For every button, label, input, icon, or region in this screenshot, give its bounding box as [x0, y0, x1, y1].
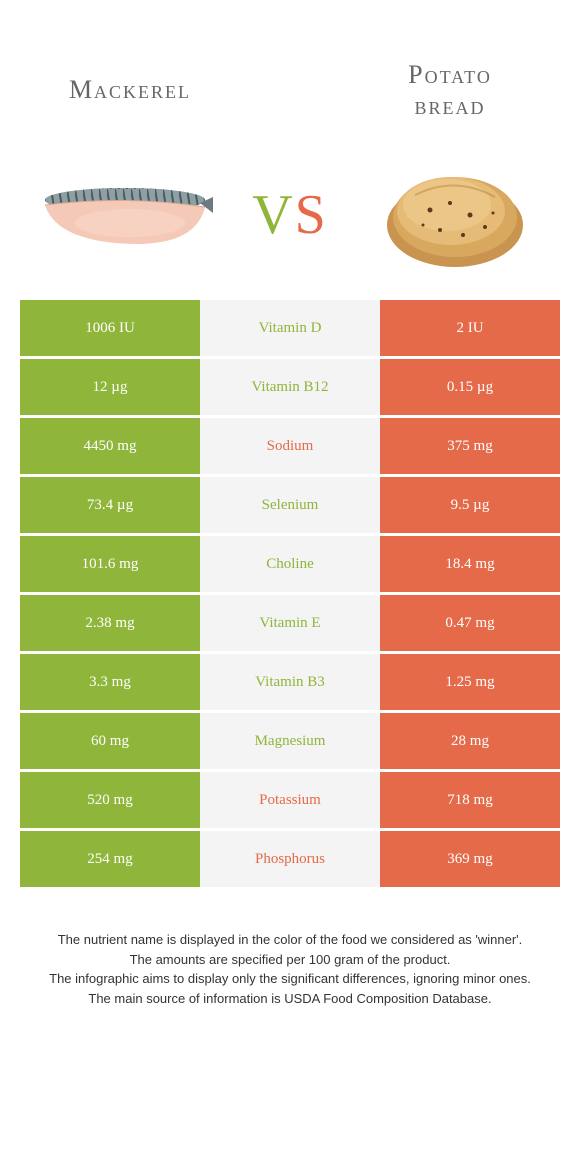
header: Mackerel Potato bread — [0, 0, 580, 140]
left-value: 1006 IU — [20, 300, 200, 356]
footer-line1: The nutrient name is displayed in the co… — [30, 930, 550, 950]
nutrient-name: Phosphorus — [200, 831, 380, 887]
footer-line4: The main source of information is USDA F… — [30, 989, 550, 1009]
left-value: 4450 mg — [20, 418, 200, 474]
left-value: 12 µg — [20, 359, 200, 415]
table-row: 4450 mgSodium375 mg — [20, 418, 560, 474]
fish-icon — [35, 165, 215, 265]
right-title-line1: Potato — [408, 60, 492, 89]
vs-v: V — [252, 184, 294, 246]
table-row: 73.4 µgSelenium9.5 µg — [20, 477, 560, 533]
table-row: 1006 IUVitamin D2 IU — [20, 300, 560, 356]
footer-notes: The nutrient name is displayed in the co… — [0, 890, 580, 1008]
right-title-line2: bread — [414, 91, 485, 120]
footer-line3: The infographic aims to display only the… — [30, 969, 550, 989]
table-row: 520 mgPotassium718 mg — [20, 772, 560, 828]
right-value: 2 IU — [380, 300, 560, 356]
table-row: 254 mgPhosphorus369 mg — [20, 831, 560, 887]
left-value: 520 mg — [20, 772, 200, 828]
mackerel-image — [30, 155, 220, 275]
left-value: 60 mg — [20, 713, 200, 769]
right-value: 18.4 mg — [380, 536, 560, 592]
comparison-table: 1006 IUVitamin D2 IU12 µgVitamin B120.15… — [0, 300, 580, 887]
table-row: 2.38 mgVitamin E0.47 mg — [20, 595, 560, 651]
vs-row: VS — [0, 140, 580, 300]
bread-image — [360, 155, 550, 275]
nutrient-name: Vitamin D — [200, 300, 380, 356]
left-food-title: Mackerel — [30, 75, 230, 105]
right-value: 9.5 µg — [380, 477, 560, 533]
right-value: 28 mg — [380, 713, 560, 769]
right-value: 718 mg — [380, 772, 560, 828]
nutrient-name: Choline — [200, 536, 380, 592]
right-value: 0.47 mg — [380, 595, 560, 651]
left-value: 2.38 mg — [20, 595, 200, 651]
vs-label: VS — [252, 183, 328, 247]
table-row: 101.6 mgCholine18.4 mg — [20, 536, 560, 592]
left-value: 101.6 mg — [20, 536, 200, 592]
vs-s: S — [295, 184, 328, 246]
footer-line2: The amounts are specified per 100 gram o… — [30, 950, 550, 970]
nutrient-name: Vitamin E — [200, 595, 380, 651]
right-value: 1.25 mg — [380, 654, 560, 710]
nutrient-name: Selenium — [200, 477, 380, 533]
right-value: 0.15 µg — [380, 359, 560, 415]
left-value: 3.3 mg — [20, 654, 200, 710]
table-row: 3.3 mgVitamin B31.25 mg — [20, 654, 560, 710]
nutrient-name: Magnesium — [200, 713, 380, 769]
right-value: 375 mg — [380, 418, 560, 474]
nutrient-name: Potassium — [200, 772, 380, 828]
table-row: 60 mgMagnesium28 mg — [20, 713, 560, 769]
nutrient-name: Vitamin B3 — [200, 654, 380, 710]
nutrient-name: Sodium — [200, 418, 380, 474]
nutrient-name: Vitamin B12 — [200, 359, 380, 415]
right-value: 369 mg — [380, 831, 560, 887]
left-value: 254 mg — [20, 831, 200, 887]
left-value: 73.4 µg — [20, 477, 200, 533]
bread-icon — [375, 155, 535, 275]
right-food-title: Potato bread — [350, 59, 550, 121]
table-row: 12 µgVitamin B120.15 µg — [20, 359, 560, 415]
